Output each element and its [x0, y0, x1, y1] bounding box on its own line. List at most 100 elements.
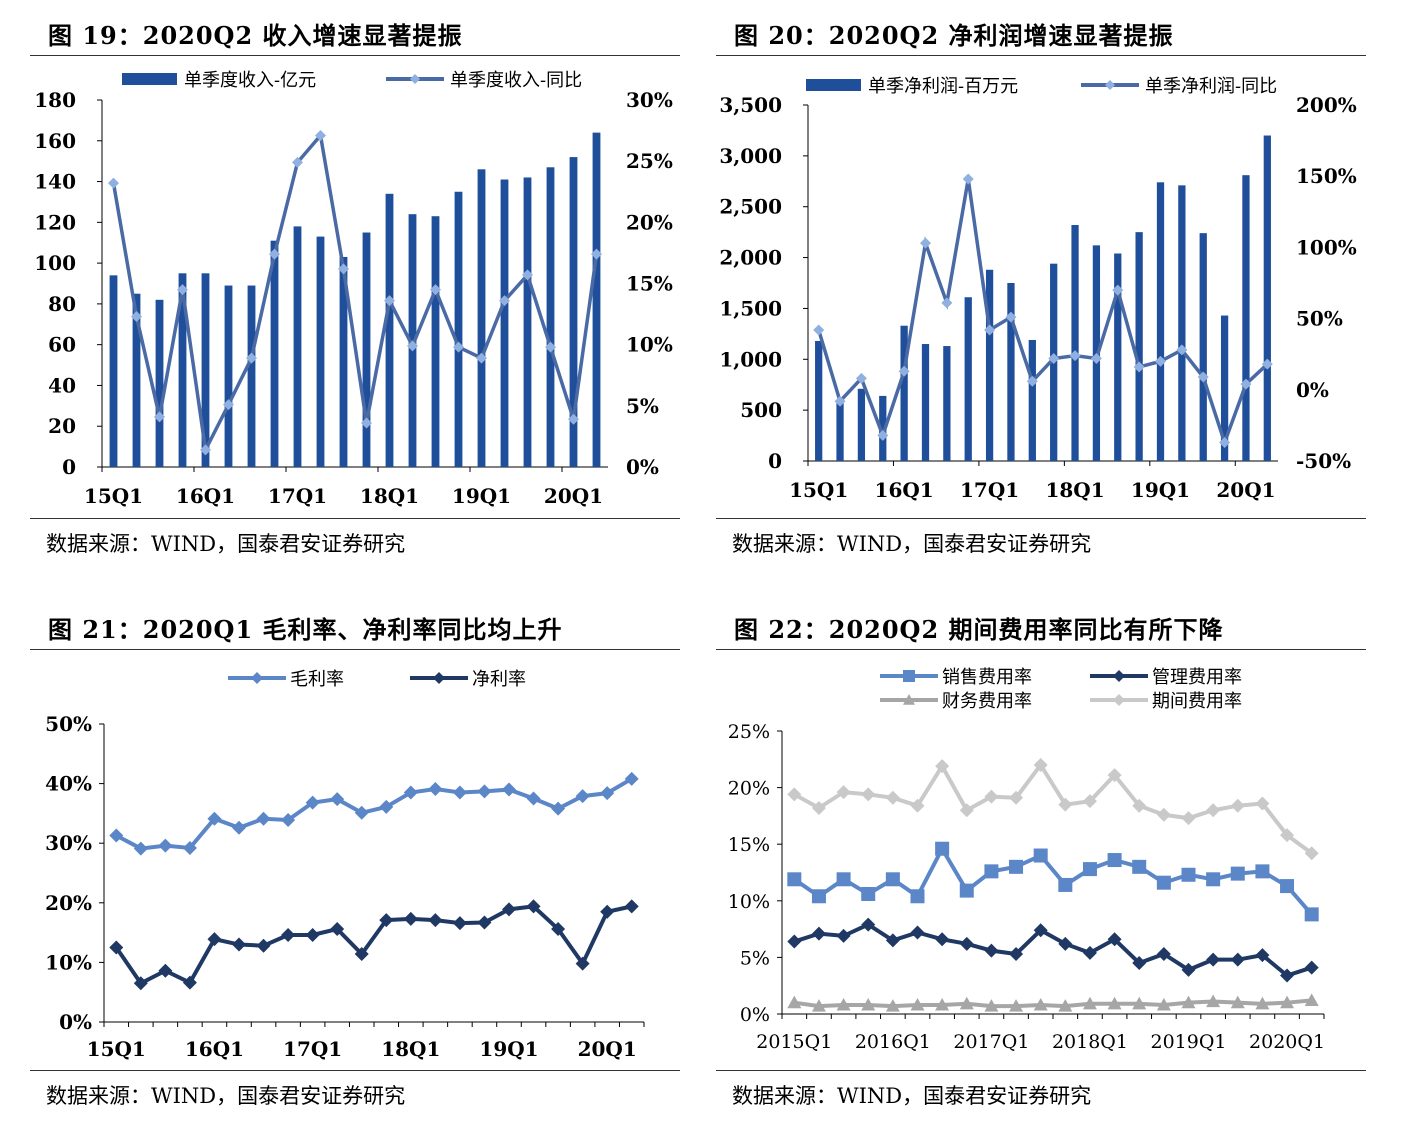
- line-point: [836, 872, 851, 887]
- y-tick-label: 0%: [59, 1010, 92, 1034]
- legend-label: 毛利率: [290, 669, 344, 690]
- line-series: [111, 131, 599, 456]
- line-point: [836, 785, 851, 800]
- line-point: [428, 913, 443, 928]
- line-point: [575, 956, 590, 971]
- x-tick-label: 18Q1: [381, 1037, 440, 1061]
- bar: [247, 285, 256, 467]
- legend-line-marker: [1105, 80, 1115, 90]
- net-profit-chart: 0 500 1,000 1,500 2,000 2,500 3,000 3,500 -50% 0%…: [719, 76, 1357, 502]
- bar: [836, 403, 844, 461]
- line-point: [1132, 798, 1147, 813]
- bar: [1220, 315, 1229, 461]
- y-tick-label-left: 2,500: [719, 195, 782, 219]
- bar: [1071, 225, 1079, 461]
- bar: [921, 344, 930, 461]
- chart-title: 图 21：2020Q1 毛利率、净利率同比均上升: [48, 615, 563, 644]
- title-rule: [30, 55, 680, 56]
- line-point: [177, 284, 188, 296]
- line-point: [1112, 284, 1124, 296]
- expense-chart: 0% 5% 10% 15% 20% 25% 2015Q1 2016Q1 2017Q1 2018Q1…: [728, 667, 1325, 1053]
- line-point: [787, 872, 802, 887]
- x-tick-label: 2020Q1: [1249, 1031, 1325, 1053]
- line-point: [861, 997, 876, 1011]
- line-point: [1082, 862, 1097, 877]
- line-point: [910, 925, 925, 940]
- line-point: [246, 352, 257, 364]
- title-rule: [30, 649, 680, 650]
- line-point: [935, 932, 950, 947]
- line-point: [624, 771, 639, 786]
- legend-marker: [251, 672, 263, 684]
- line-point: [1304, 993, 1319, 1007]
- line-point: [910, 889, 925, 904]
- x-tick-label: 2018Q1: [1052, 1031, 1128, 1053]
- line-point: [1206, 952, 1221, 967]
- line-point: [1280, 995, 1295, 1009]
- margin-chart: 0% 10% 20% 30% 40% 50% 15Q1 16Q1 17Q1 18Q1 19Q1 20Q…: [45, 669, 645, 1061]
- y-tick-label: 0%: [740, 1004, 770, 1026]
- line-point: [256, 938, 271, 953]
- source-note: 数据来源：WIND，国泰君安证券研究: [732, 1084, 1092, 1108]
- line-point: [1048, 352, 1060, 364]
- y-tick-label-right: 200%: [1296, 93, 1357, 117]
- line-point: [1181, 867, 1196, 882]
- bar: [1135, 232, 1143, 461]
- line-series: [114, 904, 633, 986]
- line-point: [1255, 796, 1270, 811]
- y-tick-label-right: 0%: [1296, 378, 1329, 402]
- line-point: [1230, 866, 1245, 881]
- line-point: [305, 927, 320, 942]
- line-point: [108, 177, 119, 189]
- line-point: [1058, 797, 1073, 812]
- legend-label: 净利率: [472, 669, 526, 690]
- line-point: [941, 297, 953, 309]
- line-point: [428, 781, 443, 796]
- legend-label: 销售费用率: [942, 667, 1032, 688]
- line-point: [984, 864, 999, 879]
- line-point: [1181, 811, 1196, 826]
- line-point: [1082, 945, 1097, 960]
- line-point: [1240, 378, 1252, 390]
- line-point: [1107, 853, 1122, 868]
- line-point: [499, 295, 510, 307]
- line-point: [984, 324, 996, 336]
- line-point: [281, 927, 296, 942]
- source-note: 数据来源：WIND，国泰君安证券研究: [46, 532, 406, 556]
- y-tick-label-left: 1,000: [719, 347, 782, 371]
- line-point: [232, 937, 246, 952]
- bar: [454, 191, 463, 467]
- y-tick-label: 25%: [728, 721, 770, 743]
- legend-marker: [903, 670, 915, 682]
- bar: [132, 293, 141, 467]
- line-point: [861, 787, 876, 802]
- legend-label: 财务费用率: [942, 691, 1032, 712]
- line-point: [1033, 848, 1048, 863]
- revenue-chart: 0 20 40 60 80 100 120 140 160 180 0% 5% 10% 15% 20% 25%…: [34, 70, 673, 508]
- bar: [1242, 175, 1250, 461]
- line-point: [861, 887, 876, 902]
- legend-marker: [1113, 670, 1125, 682]
- line-point: [207, 932, 222, 947]
- line-point: [1156, 807, 1171, 822]
- bar: [109, 275, 118, 467]
- title-rule: [716, 55, 1366, 56]
- y-tick-label-left: 180: [34, 88, 76, 112]
- panel-margins: 图 21：2020Q1 毛利率、净利率同比均上升 0% 10% 20% 30% 40% 5…: [30, 600, 680, 1148]
- line-point: [811, 999, 826, 1012]
- line-point: [526, 899, 541, 914]
- line-point: [109, 940, 124, 955]
- line-point: [1107, 996, 1122, 1010]
- line-point: [1009, 790, 1024, 805]
- bar: [1156, 182, 1165, 461]
- line-point: [1132, 956, 1147, 971]
- line-point: [305, 795, 320, 810]
- bar: [569, 157, 578, 467]
- line-point: [207, 811, 222, 826]
- line-point: [834, 395, 846, 407]
- line-point: [1156, 997, 1171, 1011]
- y-tick-label-right: 50%: [1296, 307, 1343, 331]
- y-tick-label-right: 20%: [626, 210, 673, 234]
- line-point: [1009, 947, 1024, 962]
- line-point: [330, 922, 345, 937]
